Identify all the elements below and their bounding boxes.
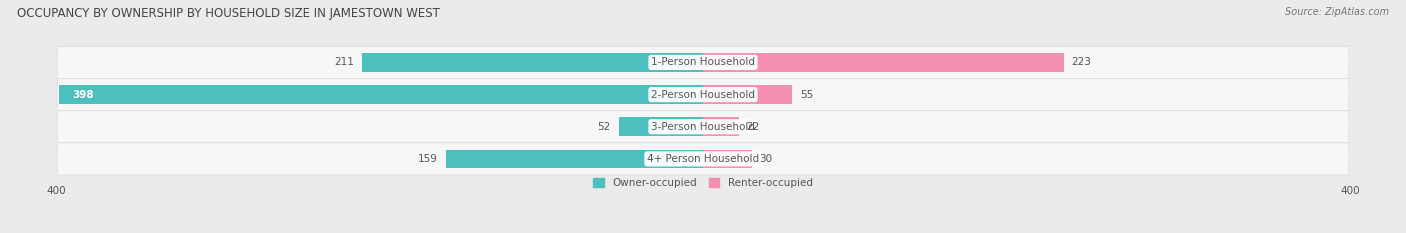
Text: 1-Person Household: 1-Person Household	[651, 58, 755, 67]
Bar	[361, 53, 703, 72]
Text: 2-Person Household: 2-Person Household	[651, 90, 755, 99]
Text: 159: 159	[418, 154, 437, 164]
Legend: Owner-occupied, Renter-occupied: Owner-occupied, Renter-occupied	[593, 178, 813, 188]
Bar	[703, 53, 1063, 72]
Bar	[619, 117, 703, 136]
Text: Source: ZipAtlas.com: Source: ZipAtlas.com	[1285, 7, 1389, 17]
Bar	[59, 85, 703, 104]
Text: 52: 52	[598, 122, 610, 132]
Text: OCCUPANCY BY OWNERSHIP BY HOUSEHOLD SIZE IN JAMESTOWN WEST: OCCUPANCY BY OWNERSHIP BY HOUSEHOLD SIZE…	[17, 7, 440, 20]
Text: 22: 22	[747, 122, 759, 132]
FancyBboxPatch shape	[58, 143, 1348, 175]
FancyBboxPatch shape	[58, 79, 1348, 111]
Bar	[703, 117, 738, 136]
Text: 398: 398	[73, 90, 94, 99]
Text: 211: 211	[333, 58, 354, 67]
Text: 30: 30	[759, 154, 773, 164]
Bar	[446, 150, 703, 168]
FancyBboxPatch shape	[58, 111, 1348, 143]
Text: 223: 223	[1071, 58, 1091, 67]
FancyBboxPatch shape	[58, 46, 1348, 79]
Bar	[703, 85, 792, 104]
Text: 55: 55	[800, 90, 813, 99]
Bar	[703, 150, 751, 168]
Text: 3-Person Household: 3-Person Household	[651, 122, 755, 132]
Text: 4+ Person Household: 4+ Person Household	[647, 154, 759, 164]
